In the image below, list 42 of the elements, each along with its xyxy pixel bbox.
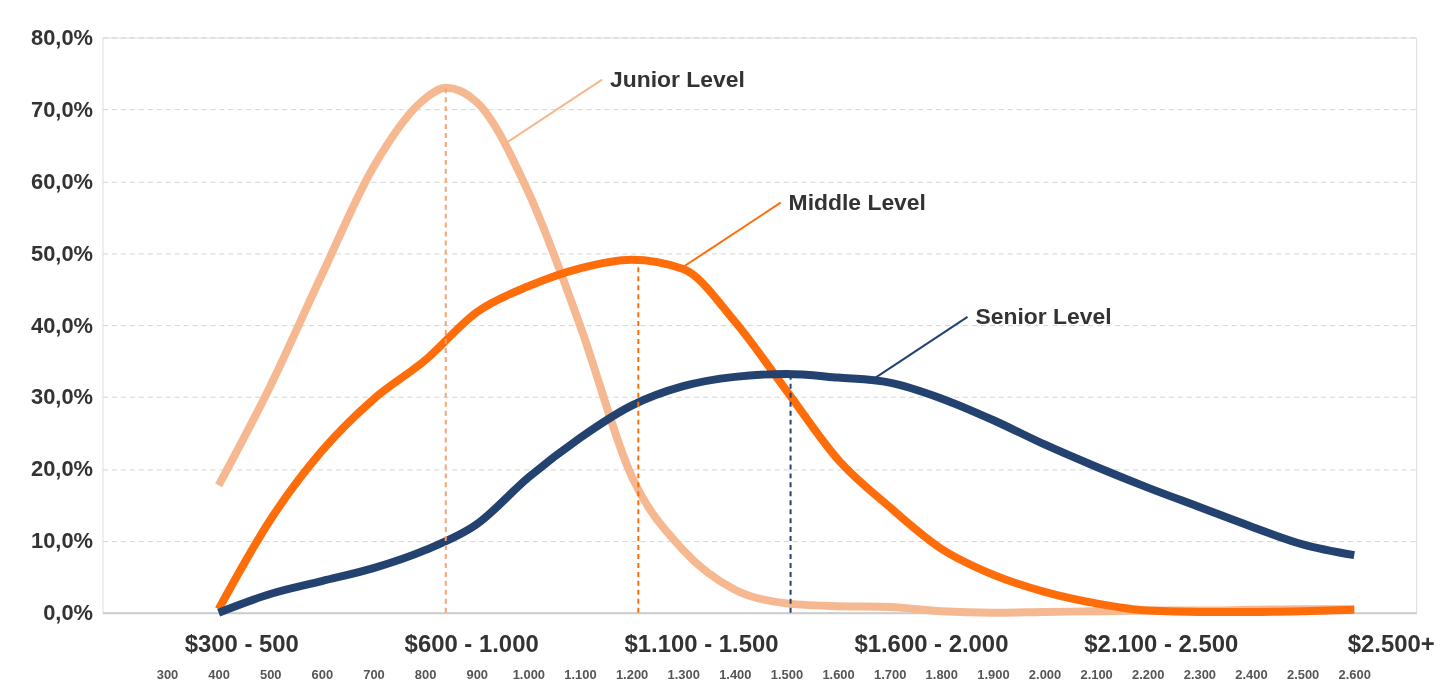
y-tick-label: 70,0% bbox=[31, 96, 94, 122]
x-tick-label: 1.400 bbox=[719, 666, 752, 682]
x-tick-label: 1.800 bbox=[925, 666, 958, 682]
y-tick-label: 40,0% bbox=[31, 312, 94, 338]
annotation: Senior Level bbox=[975, 302, 1112, 329]
x-tick-label: 600 bbox=[311, 666, 334, 682]
text: $1.600 - 2.000 bbox=[854, 629, 1009, 657]
x-tick-label: 1.600 bbox=[822, 666, 855, 682]
x-tick-label: 1.700 bbox=[874, 666, 907, 682]
y-tick-label: 80,0% bbox=[31, 24, 94, 50]
y-tick-label: 20,0% bbox=[31, 456, 94, 482]
x-tick-label: 2.600 bbox=[1338, 666, 1371, 682]
x-tick-label: 1.000 bbox=[512, 666, 546, 682]
x-tick-label: 2.200 bbox=[1132, 666, 1165, 682]
annotation: Junior Level bbox=[610, 65, 745, 92]
y-tick-label: 50,0% bbox=[31, 240, 94, 266]
x-tick-label: 2.500 bbox=[1286, 666, 1320, 682]
x-tick-label: 2.400 bbox=[1235, 666, 1268, 682]
text: $600 - 1.000 bbox=[404, 629, 539, 657]
x-tick-label: 2.000 bbox=[1028, 666, 1062, 682]
x-tick-label: 400 bbox=[208, 666, 230, 682]
x-tick-label: 900 bbox=[466, 666, 489, 682]
x-tick-label: 700 bbox=[363, 666, 385, 682]
x-tick-label: 1.500 bbox=[770, 666, 804, 682]
x-tick-label: 500 bbox=[259, 666, 282, 682]
x-tick-label: 800 bbox=[414, 666, 437, 682]
y-tick-label: 0,0% bbox=[43, 600, 94, 626]
x-tick-label: 1.100 bbox=[564, 666, 597, 682]
x-tick-label: 1.300 bbox=[667, 666, 700, 682]
x-tick-label: 2.100 bbox=[1080, 666, 1113, 682]
text: $300 - 500 bbox=[184, 629, 299, 657]
x-tick-label: 1.900 bbox=[977, 666, 1010, 682]
text: $2.500+ bbox=[1347, 629, 1435, 657]
text: $1.100 - 1.500 bbox=[624, 629, 779, 657]
annotation: Middle Level bbox=[788, 188, 926, 215]
x-tick-label: 2.300 bbox=[1183, 666, 1217, 682]
text: $2.100 - 2.500 bbox=[1084, 629, 1239, 657]
x-tick-label: 300 bbox=[156, 666, 179, 682]
y-tick-label: 10,0% bbox=[31, 528, 94, 554]
y-tick-label: 30,0% bbox=[31, 384, 94, 410]
x-tick-label: 1.200 bbox=[615, 666, 649, 682]
y-tick-label: 60,0% bbox=[31, 168, 94, 194]
